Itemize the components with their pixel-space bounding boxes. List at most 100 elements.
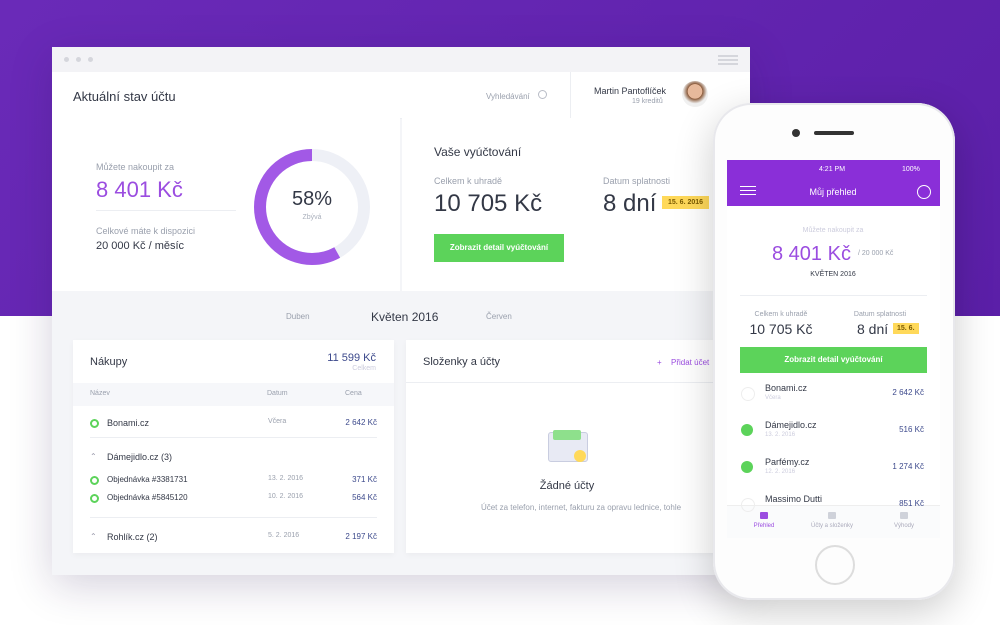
status-dot	[90, 476, 99, 485]
next-month[interactable]: Červen	[486, 312, 512, 321]
header	[52, 72, 750, 119]
page-title: Aktuální stav účtu	[73, 89, 176, 104]
tab-label[interactable]: Účty a složenky	[810, 523, 854, 529]
date-badge: 15. 6. 2016	[662, 196, 710, 209]
tab-label[interactable]: Výhody	[893, 523, 915, 529]
window-dots	[64, 57, 69, 62]
row-date: Včera	[268, 418, 287, 425]
row-date: 13. 2. 2016	[268, 475, 304, 482]
purchases-total-label: Celkem	[352, 365, 376, 372]
phone-header	[727, 160, 940, 206]
chevron: ⌃	[90, 452, 97, 461]
days: 8 dní	[603, 190, 657, 217]
item-date: 13. 2. 2016	[765, 432, 796, 438]
divider	[570, 72, 571, 118]
billing-title: Vaše vyúčtování	[434, 145, 522, 159]
folder-paper	[553, 430, 581, 440]
empty-title: Žádné účty	[539, 480, 595, 492]
divider	[740, 295, 927, 296]
donut-arc	[254, 149, 370, 265]
column: Cena	[345, 390, 362, 397]
folder-badge	[574, 450, 586, 462]
total-label: Celkové máte k dispozici	[96, 226, 196, 236]
purchases-total: 11 599 Kč	[327, 352, 376, 364]
check	[741, 461, 753, 473]
tab-icon[interactable]	[760, 512, 768, 519]
divider	[96, 210, 236, 211]
profile-icon[interactable]	[917, 185, 931, 199]
item-name: Bonami.cz	[765, 383, 808, 393]
speaker	[814, 131, 854, 135]
search-icon[interactable]	[538, 90, 547, 99]
phone-title: Můj přehled	[809, 187, 857, 197]
check	[741, 498, 755, 512]
item-name: Dámejidlo.cz	[765, 420, 817, 430]
tab-icon[interactable]	[828, 512, 836, 519]
phone-spending-label: Můžete nakoupit za	[802, 227, 864, 234]
camera	[792, 129, 800, 137]
row-price: 2 642 Kč	[345, 418, 377, 427]
check	[741, 387, 755, 401]
date-label: Datum splatnosti	[603, 176, 671, 186]
tab-label[interactable]: Přehled	[753, 523, 775, 529]
user-credits: 19 kreditů	[632, 98, 663, 105]
phone-due: 10 705 Kč	[749, 321, 813, 337]
tab-icon[interactable]	[900, 512, 908, 519]
total: 20 000 Kč / měsíc	[96, 240, 185, 252]
check	[741, 424, 753, 436]
phone-date-label: Datum splatnosti	[853, 311, 907, 318]
spending-label: Můžete nakoupit za	[96, 162, 175, 172]
table-header	[73, 383, 394, 406]
row-price: 371 Kč	[352, 475, 377, 484]
donut-sublabel: Zbývá	[302, 214, 321, 221]
detail-button[interactable]: Zobrazit detail vyúčtování	[434, 234, 564, 262]
row-date: 10. 2. 2016	[268, 493, 304, 500]
row-name: Objednávka #5845120	[107, 493, 188, 502]
add-icon[interactable]: +	[657, 358, 662, 367]
donut-label: 58%	[292, 188, 332, 210]
row-date: 5. 2. 2016	[268, 532, 300, 539]
due-label: Celkem k uhradě	[434, 176, 503, 186]
menu-icon[interactable]	[718, 55, 738, 57]
item-amount: 516 Kč	[899, 425, 924, 434]
phone-detail-button[interactable]: Zobrazit detail vyúčtování	[740, 347, 927, 373]
prev-month[interactable]: Duben	[286, 312, 310, 321]
divider	[406, 382, 730, 383]
row-name: Objednávka #3381731	[107, 475, 188, 484]
row-price: 2 197 Kč	[345, 532, 377, 541]
phone-menu[interactable]	[740, 186, 756, 187]
home-button[interactable]	[815, 545, 855, 585]
add-bill[interactable]: Přidat účet	[671, 358, 710, 367]
purchases-title: Nákupy	[90, 356, 128, 368]
item-amount: 2 642 Kč	[892, 388, 924, 397]
desktop-window	[52, 47, 750, 575]
row-price: 564 Kč	[352, 493, 377, 502]
tab-bar	[727, 505, 940, 538]
bills-title: Složenky a účty	[423, 356, 501, 368]
due-amount: 10 705 Kč	[434, 190, 543, 217]
item-date: 12. 2. 2016	[765, 469, 796, 475]
phone-date-badge: 15. 6.	[893, 323, 919, 334]
spending-amount: 8 401 Kč	[96, 177, 183, 202]
avatar[interactable]	[682, 81, 708, 107]
item-name: Parfémy.cz	[765, 457, 810, 467]
item-amount: 851 Kč	[899, 499, 924, 508]
row-name: Bonami.cz	[107, 418, 150, 428]
item-amount: 1 274 Kč	[892, 462, 924, 471]
phone-spending-total: / 20 000 Kč	[858, 250, 894, 257]
purchases-card	[73, 340, 394, 553]
item-name: Massimo Dutti	[765, 494, 823, 504]
empty-text: Účet za telefon, internet, fakturu za op…	[480, 503, 682, 512]
phone-month: KVĚTEN 2016	[810, 271, 856, 278]
divider	[90, 437, 377, 438]
current-month: Květen 2016	[371, 310, 439, 324]
row-name: Dámejidlo.cz (3)	[107, 452, 173, 462]
item-date: Včera	[765, 395, 781, 401]
search[interactable]: Vyhledávání	[486, 92, 530, 101]
status-dot	[90, 419, 99, 428]
column: Datum	[267, 390, 288, 397]
status-time: 4:21 PM	[818, 166, 846, 173]
spending-card	[52, 118, 400, 291]
row-name: Rohlík.cz (2)	[107, 532, 158, 542]
